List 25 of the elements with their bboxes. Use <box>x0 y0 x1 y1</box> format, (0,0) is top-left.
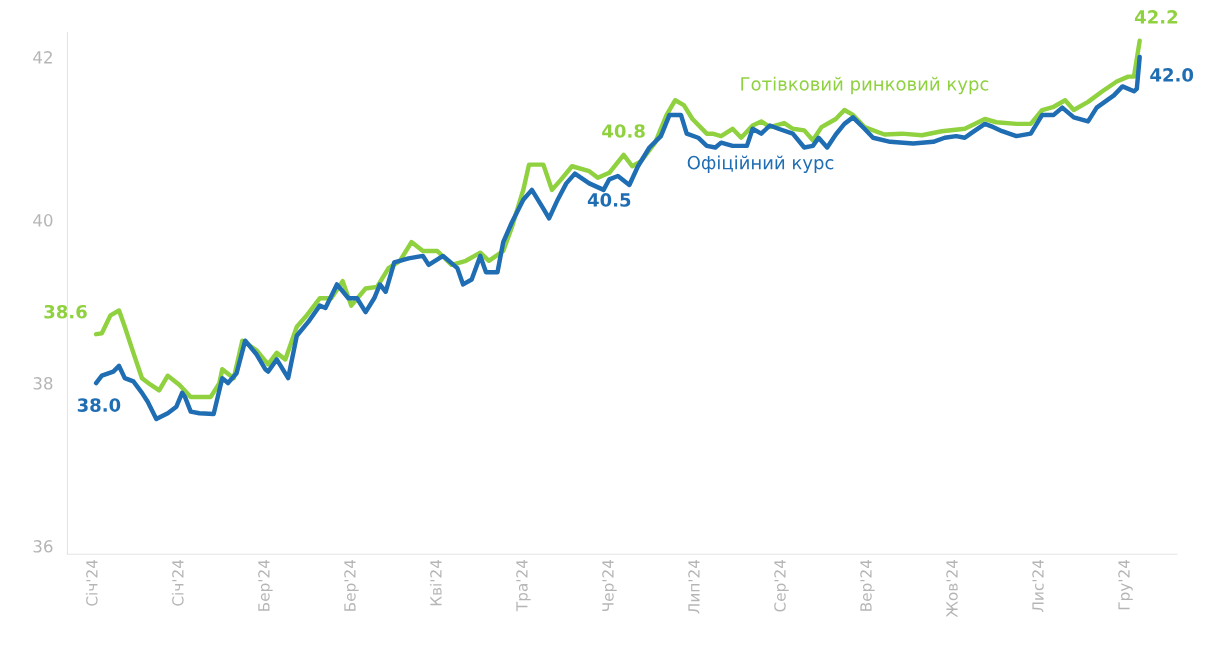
x-tick-label: Січ'24 <box>171 559 184 606</box>
x-tick-label: Жов'24 <box>946 559 958 618</box>
x-tick-label: Сер'24 <box>774 559 789 612</box>
series-label: Готівковий ринковий курс <box>741 76 989 95</box>
annotation: 38.0 <box>77 398 121 412</box>
x-tick-label: Чер'24 <box>602 559 617 611</box>
y-tick-label: 36 <box>33 540 53 553</box>
x-tick-label: Тра'24 <box>516 559 531 612</box>
x-tick-label: Кві'24 <box>429 559 442 606</box>
x-tick-label: Січ'24 <box>85 559 98 606</box>
x-tick-label: Вер'24 <box>860 559 875 611</box>
annotation: 42.0 <box>1150 68 1194 82</box>
annotation: 40.5 <box>587 193 631 207</box>
y-tick-label: 42 <box>33 51 52 64</box>
annotation: 42.2 <box>1134 10 1178 24</box>
x-tick-label: Бер'24 <box>258 559 273 611</box>
x-tick-label: Бер'24 <box>344 559 359 611</box>
series-label: Офіційний курс <box>687 155 834 173</box>
annotation: 40.8 <box>602 124 645 138</box>
y-tick-label: 38 <box>33 377 53 390</box>
y-tick-label: 40 <box>33 214 53 227</box>
x-tick-label: Гру'24 <box>1118 559 1133 610</box>
annotation: 38.6 <box>44 304 87 319</box>
x-tick-label: Лип'24 <box>688 559 700 614</box>
x-tick-label: Лис'24 <box>1032 559 1044 612</box>
